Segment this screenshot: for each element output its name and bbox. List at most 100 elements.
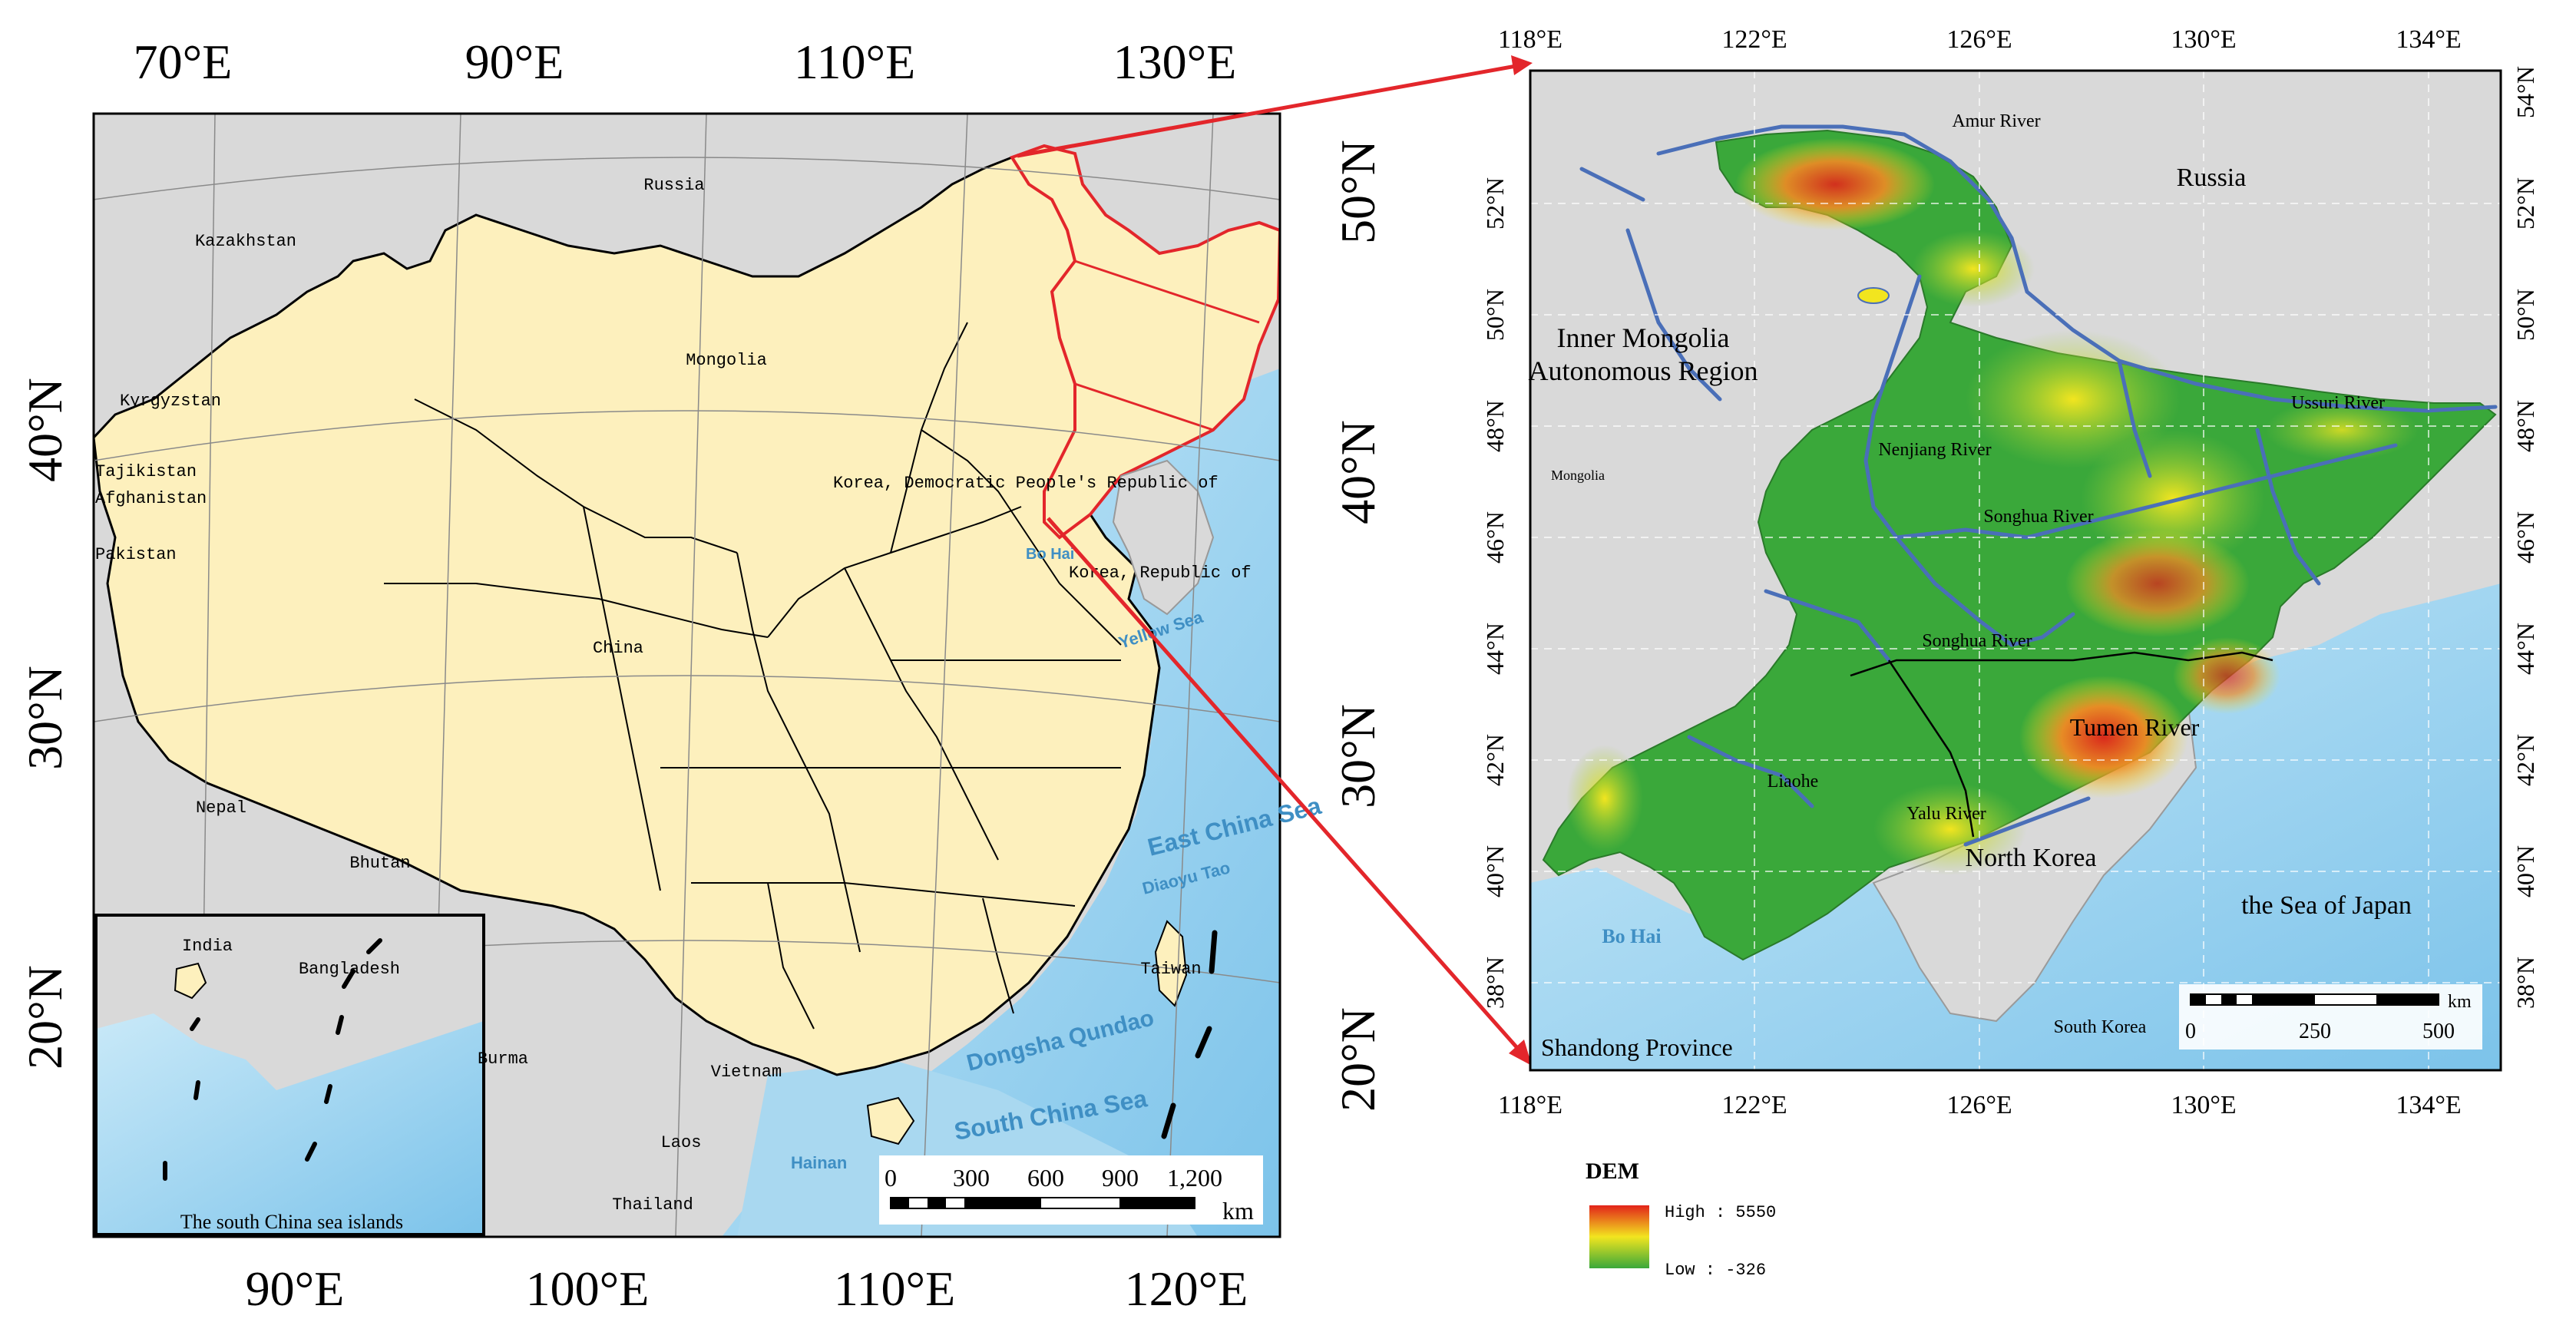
rm-right-lat-52: 52°N <box>2512 177 2539 230</box>
right-bottom-lon-122: 122°E <box>1721 1091 1787 1119</box>
right-top-lon-130: 130°E <box>2171 25 2236 54</box>
label-laos: Laos <box>661 1133 702 1152</box>
label-russia: Russia <box>643 176 704 195</box>
left-lat-20: 20°N <box>18 965 72 1069</box>
inset-land <box>174 962 207 1000</box>
legend-title: DEM <box>1586 1159 1639 1184</box>
label-thailand: Thailand <box>612 1195 693 1215</box>
legend-high-label: High : 5550 <box>1665 1203 1776 1222</box>
left-bottom-lon-110: 110°E <box>834 1261 955 1316</box>
label-sea-of-japan: the Sea of Japan <box>2241 891 2412 920</box>
label-songhua-river-2: Songhua River <box>1922 631 2032 651</box>
label-inner-mongolia: Inner Mongolia <box>1557 322 1730 353</box>
label-bo-hai: Bo Hai <box>1026 546 1074 563</box>
lake-shape <box>1857 287 1890 304</box>
connector-arrow-top <box>1017 63 1521 158</box>
inset-dashes <box>163 938 382 1181</box>
right-scalebar-seg-1 <box>2191 994 2206 1005</box>
rm-right-lat-50: 50°N <box>2512 289 2539 341</box>
inset-frame <box>94 914 485 1236</box>
rm-left-lat-48: 48°N <box>1481 400 1509 452</box>
rm-left-lat-42: 42°N <box>1481 734 1509 786</box>
label-north-korea: Korea, Democratic People's Republic of <box>833 474 1219 493</box>
label-pakistan: Pakistan <box>95 545 177 564</box>
right-scalebar-seg-4 <box>2376 994 2439 1005</box>
right-map: Russia Inner Mongolia Autonomous Region … <box>1481 25 2539 1119</box>
left-scalebar-seg-2 <box>928 1198 946 1208</box>
label-hainan: Hainan <box>791 1153 847 1172</box>
label-china: China <box>593 639 643 658</box>
rm-right-lat-46: 46°N <box>2512 511 2539 564</box>
label-bhutan: Bhutan <box>349 854 410 873</box>
left-lat-labels: 40°N 30°N 20°N <box>18 378 72 1069</box>
right-scalebar-tick-0: 0 <box>2185 1020 2196 1043</box>
inset-caption: The south China sea islands <box>180 1211 403 1233</box>
left-bottom-lon-90: 90°E <box>246 1261 345 1316</box>
right-bottom-lon-130: 130°E <box>2171 1091 2236 1119</box>
inset-map: The south China sea islands <box>94 914 485 1236</box>
left-lat-30: 30°N <box>18 666 72 770</box>
right-top-lon-118: 118°E <box>1498 25 1562 54</box>
right-graticule <box>1530 71 2501 1070</box>
right-bottom-lon-labels: 118°E 122°E 126°E 130°E 134°E <box>1498 1091 2462 1119</box>
rm-right-lat-38: 38°N <box>2512 957 2539 1009</box>
korea-shape <box>1112 459 1215 616</box>
right-bottom-lon-118: 118°E <box>1498 1091 1562 1119</box>
legend-low-label: Low : -326 <box>1665 1261 1766 1280</box>
left-scalebar-tick-900: 900 <box>1102 1164 1139 1192</box>
rm-left-lat-40: 40°N <box>1481 845 1509 897</box>
left-scalebar: 0 300 600 900 1,200 km <box>879 1155 1263 1225</box>
right-map-right-lat-labels: 54°N 52°N 50°N 48°N 46°N 44°N 42°N 40°N … <box>2512 66 2539 1009</box>
left-scalebar-tick-1200: 1,200 <box>1167 1164 1222 1192</box>
label-russia-right: Russia <box>2177 164 2247 192</box>
label-yalu-river: Yalu River <box>1906 804 1986 824</box>
left-scalebar-tick-300: 300 <box>953 1164 990 1192</box>
province-boundaries <box>384 322 1122 1030</box>
label-ussuri-river: Ussuri River <box>2291 393 2385 413</box>
left-top-lon-labels: 70°E 90°E 110°E 130°E <box>134 35 1237 89</box>
left-top-lon-130: 130°E <box>1113 35 1237 89</box>
label-autonomous-region: Autonomous Region <box>1528 355 1758 386</box>
northeast-province-lines <box>1074 259 1260 431</box>
label-burma: Burma <box>478 1049 528 1069</box>
right-scalebar-tick-500: 500 <box>2422 1020 2455 1043</box>
right-top-lon-122: 122°E <box>1721 25 1787 54</box>
right-top-lon-labels: 118°E 122°E 126°E 130°E 134°E <box>1498 25 2462 54</box>
right-map-frame <box>1529 69 2502 1072</box>
label-north-korea-right: North Korea <box>1966 844 2097 872</box>
left-scalebar-unit: km <box>1222 1197 1254 1225</box>
arrowhead-top <box>1511 55 1533 75</box>
right-lat-30: 30°N <box>1331 704 1385 808</box>
left-top-lon-70: 70°E <box>134 35 233 89</box>
dem-boundaries <box>1850 651 2273 838</box>
right-scalebar-unit: km <box>2448 992 2472 1012</box>
connector-arrow-bottom <box>1047 517 1526 1057</box>
label-taiwan: Taiwan <box>1140 960 1201 979</box>
left-scalebar-seg-4 <box>1119 1198 1195 1208</box>
northeast-china-highlight <box>1009 144 1280 540</box>
right-lat-labels: 50°N 40°N 30°N 20°N <box>1331 140 1385 1112</box>
label-songhua-river-1: Songhua River <box>1983 507 2093 527</box>
left-map: The south China sea islands Russia Kazak… <box>18 35 1385 1316</box>
rivers <box>1579 124 2498 847</box>
right-lat-40: 40°N <box>1331 420 1385 524</box>
rm-right-lat-54: 54°N <box>2512 66 2539 118</box>
rm-right-lat-44: 44°N <box>2512 623 2539 675</box>
right-lat-20: 20°N <box>1331 1007 1385 1112</box>
rm-left-lat-52: 52°N <box>1481 177 1509 230</box>
left-scalebar-seg-1 <box>891 1198 909 1208</box>
label-kazakhstan: Kazakhstan <box>195 232 296 251</box>
label-amur-river: Amur River <box>1952 111 2040 131</box>
left-scalebar-background <box>879 1155 1263 1225</box>
rm-left-lat-46: 46°N <box>1481 511 1509 564</box>
zoom-connector-arrows <box>1017 55 1533 1066</box>
label-india: India <box>182 937 233 956</box>
right-bottom-lon-134: 134°E <box>2396 1091 2461 1119</box>
right-region-labels: Russia Inner Mongolia Autonomous Region … <box>1528 164 2411 1061</box>
rm-left-lat-38: 38°N <box>1481 957 1509 1009</box>
label-afghanistan: Afghanistan <box>95 489 207 508</box>
label-bangladesh: Bangladesh <box>299 960 400 979</box>
rm-right-lat-40: 40°N <box>2512 845 2539 897</box>
right-bottom-lon-126: 126°E <box>1946 1091 2012 1119</box>
